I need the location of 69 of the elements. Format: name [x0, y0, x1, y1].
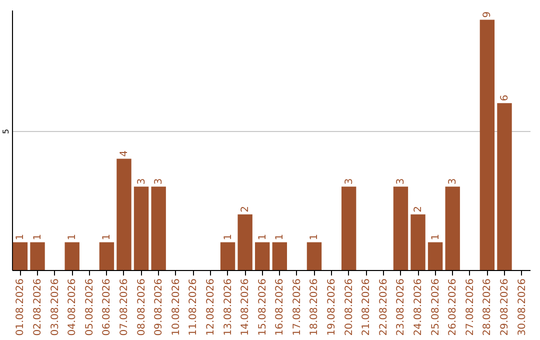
bar [116, 158, 132, 270]
data-label: 2 [240, 206, 252, 212]
x-tick-label: 01.08.2026 [15, 278, 26, 336]
x-tick-label: 18.08.2026 [309, 278, 320, 336]
data-label: 1 [32, 234, 44, 240]
data-label: 1 [430, 234, 442, 240]
x-tick-label: 20.08.2026 [344, 278, 355, 336]
bar [497, 103, 512, 270]
data-label: 1 [274, 234, 286, 240]
x-tick-label: 16.08.2026 [274, 278, 286, 336]
data-label: 3 [154, 178, 165, 185]
bar [480, 20, 495, 270]
bar [428, 242, 443, 270]
x-tick-label: 13.08.2026 [222, 278, 234, 336]
x-tick-label: 14.08.2026 [240, 278, 252, 336]
x-tick-label: 30.08.2026 [516, 278, 528, 336]
y-tick-label: 5 [2, 128, 10, 134]
data-label: 1 [102, 234, 113, 240]
data-label: 3 [396, 178, 407, 185]
bar [12, 242, 28, 270]
bar [64, 242, 80, 270]
x-tick-label: 04.08.2026 [67, 278, 78, 336]
x-tick-label: 23.08.2026 [396, 278, 407, 336]
bar [220, 242, 236, 270]
bar [393, 186, 408, 270]
bar [134, 186, 149, 270]
x-tick-label: 19.08.2026 [326, 278, 338, 336]
x-tick-label: 26.08.2026 [448, 278, 459, 336]
x-tick-label: 06.08.2026 [102, 278, 113, 336]
x-tick-label: 25.08.2026 [430, 278, 442, 336]
bar [445, 186, 460, 270]
x-tick-label: 15.08.2026 [257, 278, 268, 336]
x-tick-label: 08.08.2026 [136, 278, 148, 336]
bar [410, 214, 426, 270]
x-tick-label: 09.08.2026 [154, 278, 165, 336]
x-tick-label: 05.08.2026 [84, 278, 96, 336]
data-label: 4 [118, 150, 130, 157]
x-tick-label: 27.08.2026 [464, 278, 476, 336]
bar [151, 186, 166, 270]
bar [99, 242, 114, 270]
data-label: 2 [413, 206, 424, 212]
bar [238, 214, 252, 270]
x-tick-label: 24.08.2026 [413, 278, 424, 336]
bar [306, 242, 322, 270]
x-tick-label: 02.08.2026 [32, 278, 44, 336]
x-tick-label: 28.08.2026 [482, 278, 494, 336]
bar [30, 242, 45, 270]
x-tick-label: 12.08.2026 [205, 278, 216, 336]
data-label: 6 [499, 94, 510, 102]
data-label: 3 [136, 178, 148, 185]
bar [272, 242, 287, 270]
data-label: 1 [67, 234, 78, 240]
x-tick-label: 10.08.2026 [170, 278, 182, 336]
bar [341, 186, 356, 270]
x-tick-label: 03.08.2026 [50, 278, 61, 336]
data-label: 1 [257, 234, 268, 240]
x-tick-label: 29.08.2026 [499, 278, 510, 336]
x-tick-label: 11.08.2026 [188, 278, 200, 336]
data-label: 3 [448, 178, 459, 185]
x-tick-label: 07.08.2026 [118, 278, 130, 336]
data-label: 3 [344, 178, 355, 185]
data-label: 9 [482, 11, 494, 18]
data-label: 1 [15, 234, 26, 240]
x-tick-label: 17.08.2026 [292, 278, 303, 336]
x-tick-label: 21.08.2026 [361, 278, 372, 336]
bar [255, 242, 270, 270]
data-label: 1 [309, 234, 320, 240]
x-tick-label: 22.08.2026 [378, 278, 390, 336]
data-label: 1 [222, 234, 234, 240]
